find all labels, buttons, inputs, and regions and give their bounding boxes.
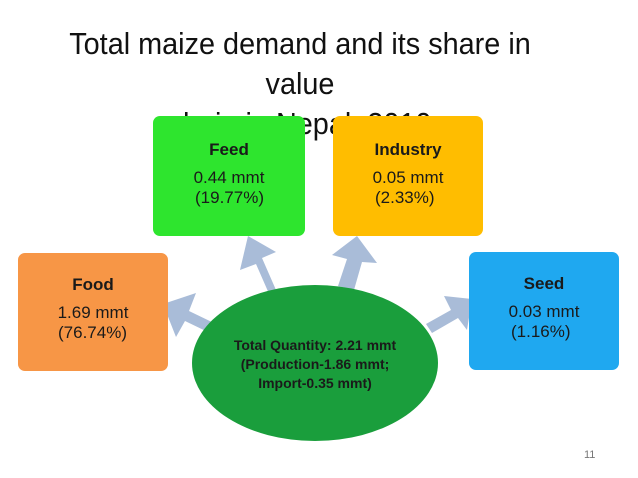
- seed-box: Seed 0.03 mmt (1.16%): [469, 252, 619, 370]
- feed-name: Feed: [209, 140, 249, 159]
- import-text: Import-0.35 mmt): [258, 375, 372, 391]
- industry-amount: 0.05 mmt: [372, 168, 444, 187]
- arrow-to-seed: [426, 296, 472, 333]
- food-amount: 1.69 mmt: [57, 303, 129, 322]
- seed-amount: 0.03 mmt: [508, 302, 580, 321]
- seed-share: (1.16%): [511, 322, 571, 341]
- arrow-to-feed: [240, 236, 276, 296]
- feed-box: Feed 0.44 mmt (19.77%): [153, 116, 305, 236]
- production-text: (Production-1.86 mmt;: [240, 356, 390, 372]
- total-quantity-text: Total Quantity: 2.21 mmt: [233, 337, 397, 353]
- industry-name: Industry: [374, 140, 442, 159]
- industry-box: Industry 0.05 mmt (2.33%): [333, 116, 483, 236]
- industry-share: (2.33%): [375, 188, 435, 207]
- feed-share: (19.77%): [195, 188, 264, 207]
- food-share: (76.74%): [58, 323, 127, 342]
- arrow-to-food: [163, 293, 216, 337]
- title-line-1: Total maize demand and its share in valu…: [69, 26, 531, 101]
- seed-name: Seed: [523, 274, 565, 293]
- food-box: Food 1.69 mmt (76.74%): [18, 253, 168, 371]
- food-name: Food: [72, 275, 114, 294]
- page-number: 11: [584, 449, 596, 461]
- arrow-to-industry: [332, 236, 377, 290]
- total-quantity-ellipse: Total Quantity: 2.21 mmt (Production-1.8…: [192, 285, 438, 441]
- feed-amount: 0.44 mmt: [193, 168, 265, 187]
